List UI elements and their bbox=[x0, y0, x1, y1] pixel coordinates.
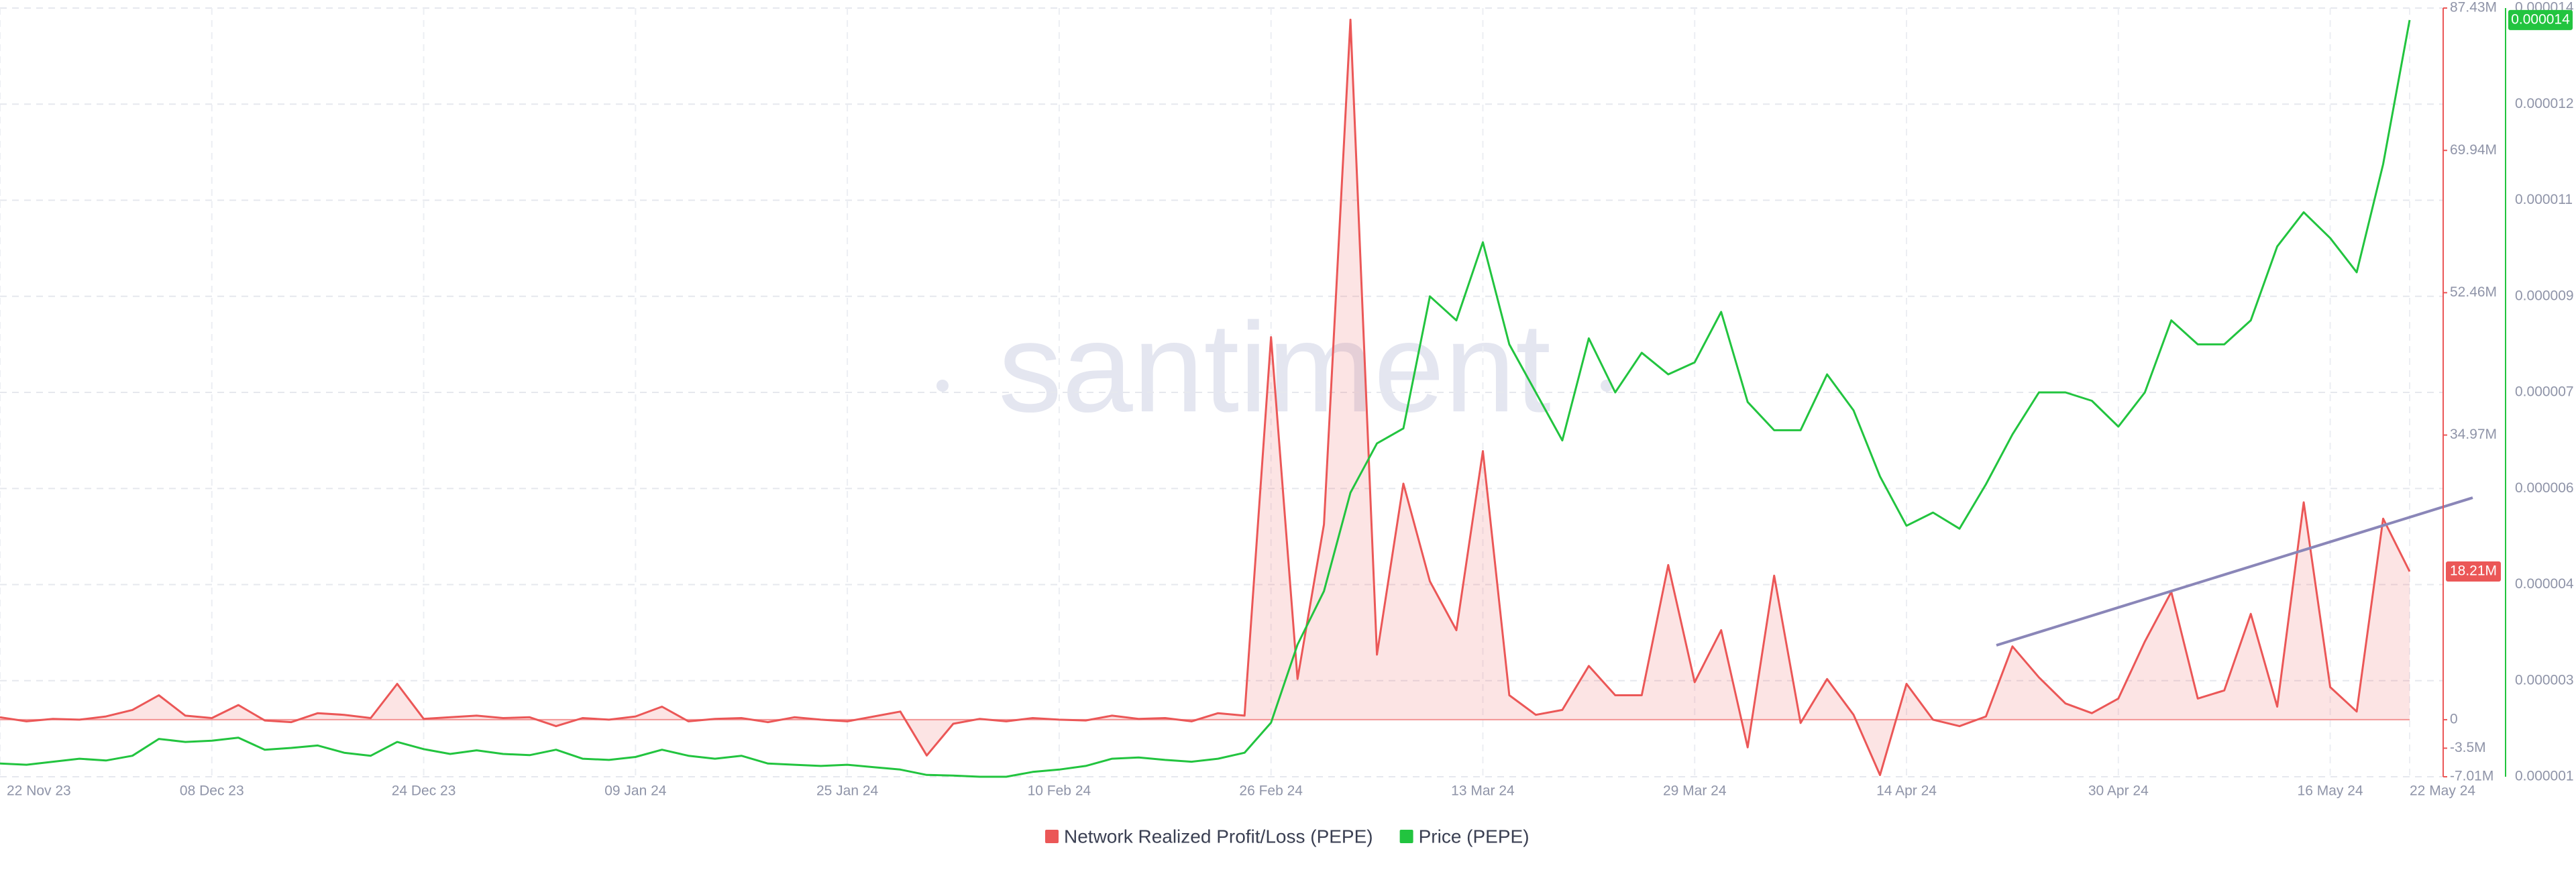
x-tick-label: 13 Mar 24 bbox=[1451, 783, 1515, 799]
series-line bbox=[0, 18, 2411, 776]
y2-tick-label: 0.000009 bbox=[2515, 288, 2574, 303]
last-value-box bbox=[2446, 561, 2501, 582]
last-value-box bbox=[2508, 9, 2573, 30]
x-tick-label: 09 Jan 24 bbox=[604, 783, 667, 799]
x-tick-label: 10 Feb 24 bbox=[1028, 783, 1091, 799]
legend-swatch bbox=[1399, 830, 1413, 843]
legend-label: Network Realized Profit/Loss (PEPE) bbox=[1064, 826, 1373, 847]
y-tick-label: 34.97M bbox=[2450, 427, 2497, 442]
y2-tick-label: 0.000001 bbox=[2515, 769, 2574, 784]
last-value-label: 0.000014 bbox=[2511, 11, 2570, 27]
legend-swatch bbox=[1045, 830, 1059, 843]
y2-tick-label: 0.000006 bbox=[2515, 480, 2574, 496]
x-tick-label: 29 Mar 24 bbox=[1663, 783, 1727, 799]
last-value-label: 18.21M bbox=[2450, 563, 2497, 579]
x-tick-label: 16 May 24 bbox=[2298, 783, 2363, 799]
trend-line bbox=[1996, 496, 2473, 647]
y-tick-label: 0 bbox=[2450, 711, 2458, 726]
x-tick-label: 22 May 24 bbox=[2410, 783, 2475, 799]
y2-tick-label: 0.000011 bbox=[2515, 192, 2573, 207]
watermark: santiment bbox=[936, 296, 1613, 439]
series-line bbox=[0, 19, 2411, 778]
y2-tick-label: 0.000004 bbox=[2515, 576, 2574, 592]
x-tick-label: 24 Dec 23 bbox=[392, 783, 456, 799]
y-tick-label: 87.43M bbox=[2450, 0, 2497, 15]
area bbox=[0, 19, 2410, 775]
watermark-dot bbox=[936, 380, 949, 392]
y-tick-label: -7.01M bbox=[2450, 769, 2493, 784]
y2-tick-label: 0.000003 bbox=[2515, 672, 2574, 688]
legend-label: Price (PEPE) bbox=[1419, 826, 1529, 847]
x-tick-label: 14 Apr 24 bbox=[1876, 783, 1937, 799]
x-tick-label: 08 Dec 23 bbox=[180, 783, 244, 799]
x-tick-label: 22 Nov 23 bbox=[7, 783, 71, 799]
y-tick-label: 69.94M bbox=[2450, 142, 2497, 158]
x-tick-label: 30 Apr 24 bbox=[2088, 783, 2149, 799]
x-tick-label: 25 Jan 24 bbox=[816, 783, 879, 799]
watermark-text: santiment bbox=[998, 296, 1551, 439]
x-tick-label: 26 Feb 24 bbox=[1239, 783, 1303, 799]
y2-tick-label: 0.000012 bbox=[2515, 96, 2574, 111]
y-tick-label: 52.46M bbox=[2450, 284, 2497, 300]
y2-tick-label: 0.000007 bbox=[2515, 384, 2574, 400]
y-tick-label: -3.5M bbox=[2450, 740, 2486, 755]
